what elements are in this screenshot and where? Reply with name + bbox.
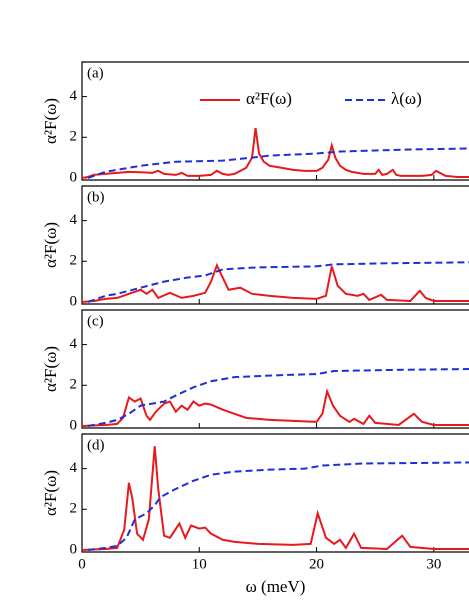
x-axis-label: ω (meV): [246, 577, 306, 596]
panel-label: (c): [87, 313, 104, 329]
y-tick-label: 0: [70, 169, 78, 185]
data-line: [87, 461, 469, 551]
legend-label: λ(ω): [391, 89, 422, 108]
data-line: [81, 262, 469, 303]
y-axis-label: α²F(ω): [41, 346, 60, 392]
y-axis-label: α²F(ω): [41, 98, 60, 144]
y-axis-label: α²F(ω): [41, 222, 60, 268]
y-tick-label: 4: [70, 88, 78, 104]
plot-frame: [81, 433, 469, 553]
panel-label: (d): [87, 437, 105, 453]
plot-frame: [81, 185, 469, 305]
legend-label: α²F(ω): [246, 89, 292, 108]
y-tick-label: 2: [70, 129, 78, 145]
plot-frame: [81, 309, 469, 429]
data-line: [81, 446, 469, 551]
y-tick-label: 4: [70, 212, 78, 228]
x-tick-label: 0: [78, 556, 86, 572]
panel-label: (b): [87, 189, 105, 205]
y-tick-label: 4: [70, 336, 78, 352]
y-tick-label: 0: [70, 417, 78, 433]
x-tick-label: 30: [426, 556, 441, 572]
data-line: [81, 387, 469, 427]
x-tick-label: 20: [309, 556, 324, 572]
plot-frame: [81, 61, 469, 181]
data-line: [87, 368, 469, 427]
y-tick-label: 4: [70, 460, 78, 476]
y-tick-label: 0: [70, 541, 78, 557]
y-axis-label: α²F(ω): [41, 470, 60, 516]
x-tick-label: 10: [192, 556, 207, 572]
y-tick-label: 2: [70, 377, 78, 393]
data-line: [87, 147, 469, 179]
panel-label: (a): [87, 65, 104, 81]
y-tick-label: 0: [70, 293, 78, 309]
y-tick-label: 2: [70, 501, 78, 517]
y-tick-label: 2: [70, 253, 78, 269]
data-line: [81, 127, 469, 179]
